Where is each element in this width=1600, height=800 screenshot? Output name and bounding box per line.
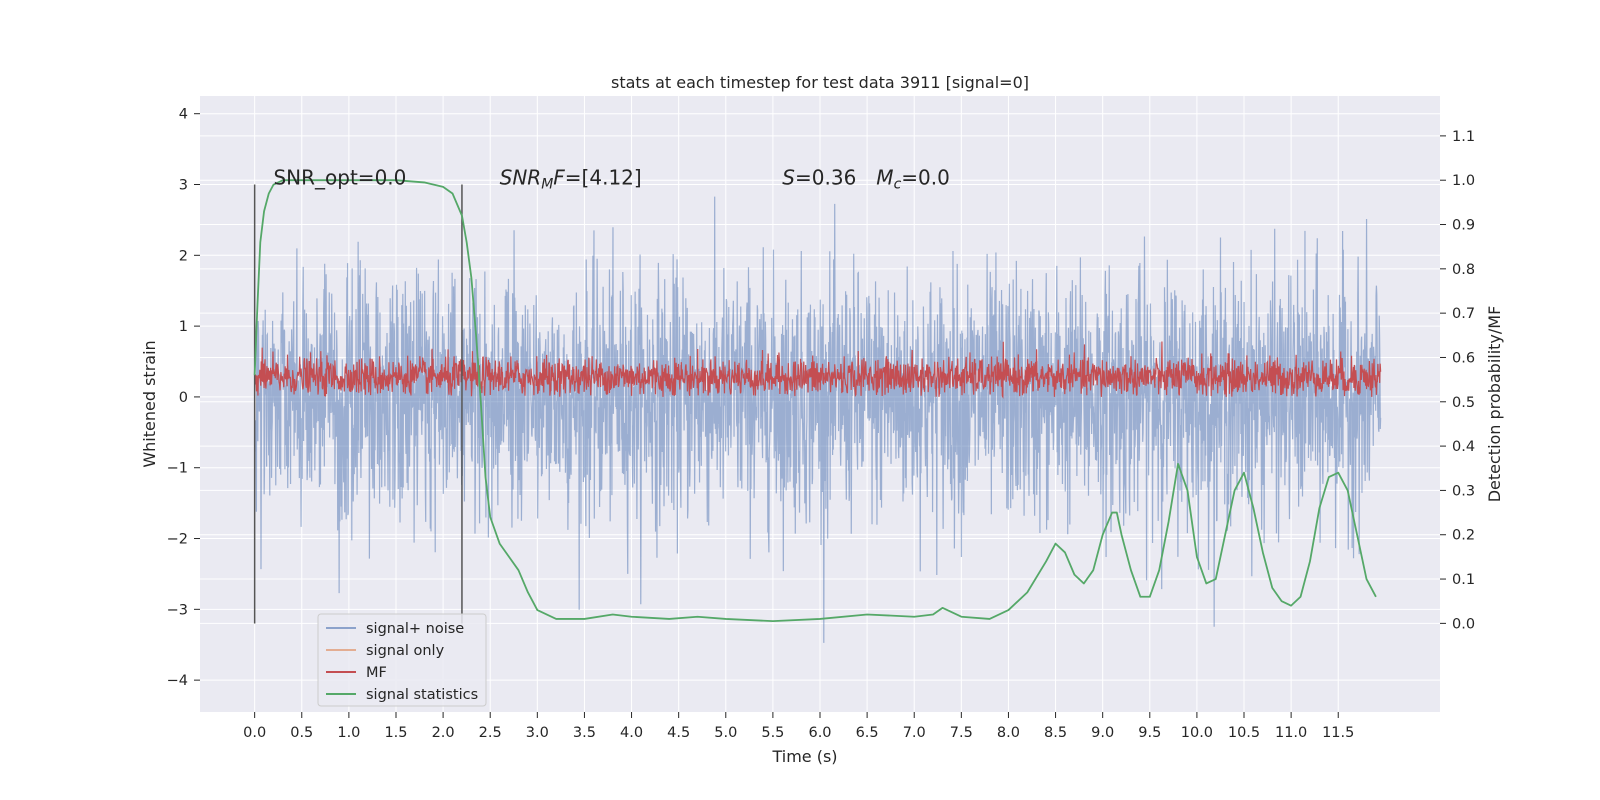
- y-tick-label-right: 1.0: [1452, 173, 1475, 189]
- y-tick-label-left: −1: [167, 461, 188, 477]
- x-tick-label: 2.5: [479, 725, 502, 741]
- y-tick-label-right: 0.3: [1452, 483, 1475, 499]
- legend-label: signal+ noise: [366, 621, 464, 637]
- y-tick-label-right: 0.4: [1452, 439, 1475, 455]
- x-axis-label: Time (s): [771, 747, 837, 766]
- x-tick-label: 3.5: [573, 725, 596, 741]
- x-tick-label: 5.5: [761, 725, 784, 741]
- x-tick-label: 8.0: [997, 725, 1020, 741]
- x-tick-label: 2.0: [432, 725, 455, 741]
- x-tick-label: 11.5: [1322, 725, 1354, 741]
- x-tick-label: 7.0: [903, 725, 926, 741]
- x-tick-label: 10.0: [1181, 725, 1213, 741]
- series-mf: [254, 341, 1382, 399]
- legend-label: signal statistics: [366, 687, 478, 703]
- y-tick-label-left: 3: [179, 178, 188, 194]
- x-tick-label: 1.5: [384, 725, 407, 741]
- annotations: SNR_opt=0.0 SNRMF=[4.12] S=0.36 Mc=0.0: [273, 166, 949, 193]
- x-tick-label: 4.5: [667, 725, 690, 741]
- y-tick-label-right: 1.1: [1452, 129, 1475, 145]
- y-tick-label-right: 0.6: [1452, 350, 1475, 366]
- legend: signal+ noise signal only MF signal statist…: [317, 613, 487, 707]
- y-tick-label-left: 2: [179, 248, 188, 264]
- y-axis-label-left: Whitened strain: [140, 340, 159, 467]
- x-tick-label: 8.5: [1044, 725, 1067, 741]
- x-tick-label: 6.0: [808, 725, 831, 741]
- annotation-2: S=0.36 Mc=0.0: [782, 166, 950, 193]
- y-tick-label-left: 4: [179, 107, 188, 123]
- x-tick-label: 10.5: [1228, 725, 1260, 741]
- y-tick-label-right: 0.5: [1452, 395, 1475, 411]
- legend-label: MF: [366, 665, 387, 681]
- chart-title: stats at each timestep for test data 391…: [611, 73, 1029, 92]
- x-tick-label: 6.5: [856, 725, 879, 741]
- axes: 0.0 0.5 1.0 1.5 2.0 2.5 3.0 3.5 4.0 4.5 5.0 5.5 6.0 6…: [167, 107, 1475, 741]
- series-signal-noise: [254, 196, 1382, 643]
- y-tick-label-left: −4: [167, 673, 188, 689]
- x-tick-label: 5.0: [714, 725, 737, 741]
- annotation-1: SNRMF=[4.12]: [500, 166, 642, 193]
- y-tick-label-left: −3: [167, 602, 188, 618]
- y-axis-label-right: Detection probability/MF: [1485, 306, 1504, 503]
- y-tick-label-right: 0.8: [1452, 262, 1475, 278]
- x-tick-label: 0.5: [290, 725, 313, 741]
- series-signal-statistics: [253, 179, 1377, 623]
- legend-label: signal only: [366, 643, 445, 659]
- x-tick-label: 1.0: [337, 725, 360, 741]
- y-tick-label-right: 0.0: [1452, 616, 1475, 632]
- x-tick-label: 7.5: [950, 725, 973, 741]
- x-tick-label: 3.0: [526, 725, 549, 741]
- y-tick-label-left: 1: [179, 319, 188, 335]
- data-layer: [253, 179, 1382, 643]
- y-tick-label-right: 0.9: [1452, 218, 1475, 234]
- y-tick-label-right: 0.2: [1452, 528, 1475, 544]
- x-tick-label: 0.0: [243, 725, 266, 741]
- annotation-0: SNR_opt=0.0: [273, 166, 406, 190]
- y-tick-label-right: 0.1: [1452, 572, 1475, 588]
- y-tick-label-left: 0: [179, 390, 188, 406]
- legend-box: [317, 613, 487, 707]
- x-tick-label: 9.5: [1138, 725, 1161, 741]
- x-tick-label: 11.0: [1275, 725, 1307, 741]
- x-tick-label: 4.0: [620, 725, 643, 741]
- x-tick-label: 9.0: [1091, 725, 1114, 741]
- y-tick-label-right: 0.7: [1452, 306, 1475, 322]
- y-tick-label-left: −2: [167, 532, 188, 548]
